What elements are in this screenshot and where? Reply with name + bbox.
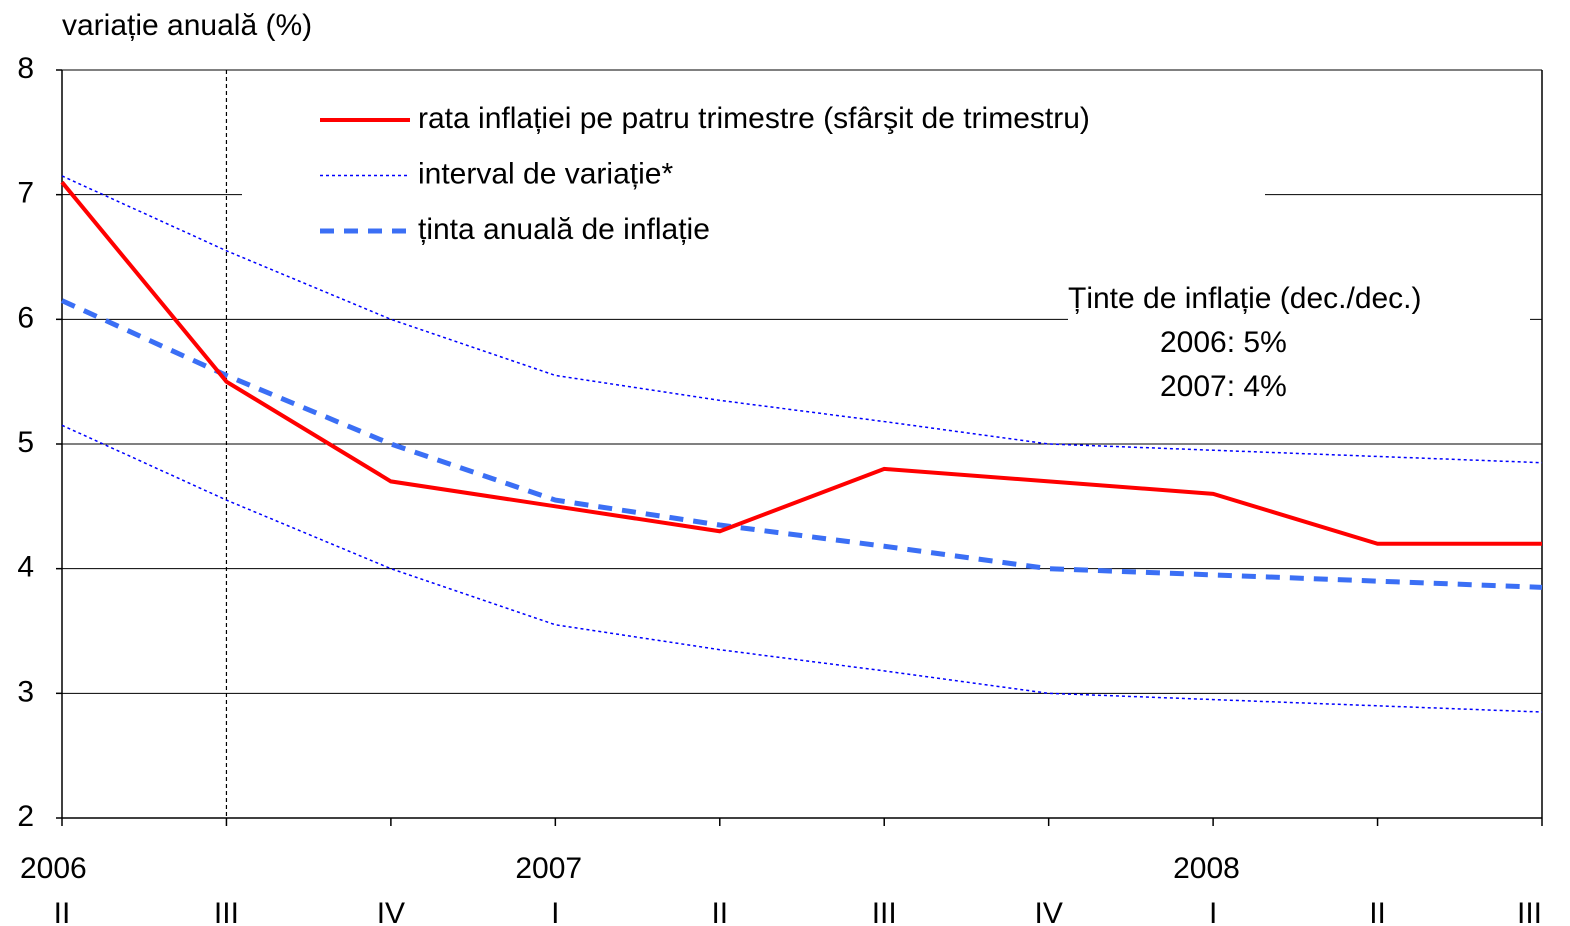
line-series xyxy=(60,298,1543,590)
y-axis-label: variație anuală (%) xyxy=(62,9,312,42)
y-tick-label: 8 xyxy=(17,52,34,85)
x-tick-label: II xyxy=(711,897,728,926)
annotation: 2006: 5% xyxy=(1160,326,1287,359)
annotation: 2007: 4% xyxy=(1160,370,1287,403)
line-series xyxy=(60,180,1542,546)
x-tick-label: IV xyxy=(377,897,405,926)
x-tick-label: I xyxy=(1209,897,1217,926)
year-label: 2008 xyxy=(1173,852,1240,885)
y-tick-label: 3 xyxy=(17,675,34,708)
legend-background xyxy=(242,92,1265,262)
legend-label: ținta anuală de inflație xyxy=(418,213,710,246)
y-tick-label: 5 xyxy=(17,426,34,459)
x-tick-label: III xyxy=(872,897,897,926)
x-tick-label: II xyxy=(1369,897,1386,926)
year-label: 2007 xyxy=(515,852,582,885)
line-series xyxy=(61,424,1543,713)
legend-label: rata inflației pe patru trimestre (sfârş… xyxy=(418,102,1090,135)
y-tick-label: 2 xyxy=(17,800,34,833)
x-tick-label: III xyxy=(214,897,239,926)
line-series xyxy=(61,175,1543,464)
legend-label: interval de variație* xyxy=(418,157,673,190)
annotation: Ținte de inflație (dec./dec.) xyxy=(1068,282,1422,315)
x-tick-label: III xyxy=(1517,897,1542,926)
x-tick-label: I xyxy=(551,897,559,926)
y-tick-label: 4 xyxy=(17,551,34,584)
x-tick-label: IV xyxy=(1034,897,1062,926)
y-tick-label: 7 xyxy=(17,177,34,210)
y-tick-label: 6 xyxy=(17,301,34,334)
annotation-background xyxy=(1068,276,1530,416)
x-tick-label: II xyxy=(54,897,71,926)
year-label: 2006 xyxy=(20,852,87,885)
